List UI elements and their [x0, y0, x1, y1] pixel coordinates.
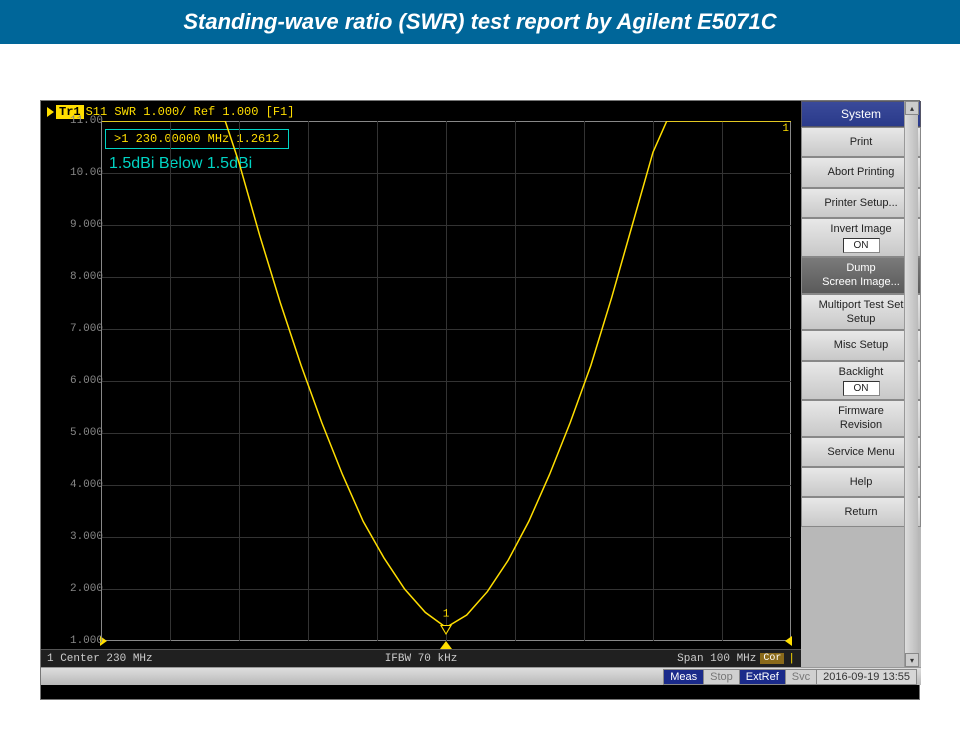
marker-1-icon [440, 625, 452, 635]
y-tick-label: 11.00 [53, 115, 103, 127]
scroll-up-icon[interactable]: ▴ [905, 101, 919, 115]
cor-indicator: Cor [760, 653, 784, 664]
side-btn-firmware-revision[interactable]: FirmwareRevision [801, 400, 921, 437]
edge-label-right: 1 [782, 123, 789, 135]
status-stop: Stop [703, 669, 739, 685]
status-svc: Svc [785, 669, 816, 685]
y-tick-label: 7.000 [53, 323, 103, 335]
y-tick-label: 6.000 [53, 375, 103, 387]
ifbw-label: IFBW 70 kHz [385, 653, 458, 665]
side-btn-misc-setup[interactable]: Misc Setup [801, 330, 921, 360]
side-btn-help[interactable]: Help [801, 467, 921, 497]
side-btn-abort-printing[interactable]: Abort Printing [801, 157, 921, 187]
system-side-panel: System PrintAbort PrintingPrinter Setup.… [801, 101, 921, 667]
y-tick-label: 9.000 [53, 219, 103, 231]
status-bar: Meas Stop ExtRef Svc 2016-09-19 13:55 [41, 667, 921, 685]
side-btn-service-menu[interactable]: Service Menu [801, 437, 921, 467]
y-tick-label: 1.000 [53, 635, 103, 647]
report-title-bar: Standing-wave ratio (SWR) test report by… [0, 0, 960, 44]
side-btn-print[interactable]: Print [801, 127, 921, 157]
side-panel-header: System [801, 101, 921, 127]
trace-label: S11 SWR 1.000/ Ref 1.000 [F1] [86, 105, 295, 119]
y-tick-label: 4.000 [53, 479, 103, 491]
status-datetime: 2016-09-19 13:55 [816, 669, 917, 685]
report-title: Standing-wave ratio (SWR) test report by… [183, 9, 776, 35]
scroll-down-icon[interactable]: ▾ [905, 653, 919, 667]
center-freq-label: 1 Center 230 MHz [47, 653, 153, 665]
status-meas: Meas [663, 669, 703, 685]
plot-panel: Tr1 S11 SWR 1.000/ Ref 1.000 [F1] >1 230… [41, 101, 801, 671]
swr-curve [101, 121, 791, 641]
y-tick-label: 10.00 [53, 167, 103, 179]
side-btn-return[interactable]: Return [801, 497, 921, 527]
span-label: Span 100 MHz [677, 653, 756, 665]
y-tick-label: 8.000 [53, 271, 103, 283]
y-tick-label: 5.000 [53, 427, 103, 439]
side-btn-multiport-test-set-setup[interactable]: Multiport Test SetSetup [801, 294, 921, 331]
bottom-info-bar: 1 Center 230 MHz IFBW 70 kHz Span 100 MH… [41, 649, 801, 667]
side-btn-printer-setup[interactable]: Printer Setup... [801, 188, 921, 218]
status-extref: ExtRef [739, 669, 785, 685]
side-btn-dump-screen-image[interactable]: DumpScreen Image... [801, 257, 921, 294]
side-scrollbar[interactable]: ▴ ▾ [904, 101, 918, 667]
y-tick-label: 2.000 [53, 583, 103, 595]
center-freq-marker-icon [440, 641, 452, 649]
ref-arrow-right-icon [785, 636, 792, 646]
marker-1-label: 1 [443, 609, 450, 621]
side-btn-backlight[interactable]: BacklightON [801, 361, 921, 400]
side-btn-invert-image[interactable]: Invert ImageON [801, 218, 921, 257]
instrument-screen: Tr1 S11 SWR 1.000/ Ref 1.000 [F1] >1 230… [40, 100, 920, 700]
plot-area[interactable]: 1 1 [101, 121, 791, 641]
y-tick-label: 3.000 [53, 531, 103, 543]
